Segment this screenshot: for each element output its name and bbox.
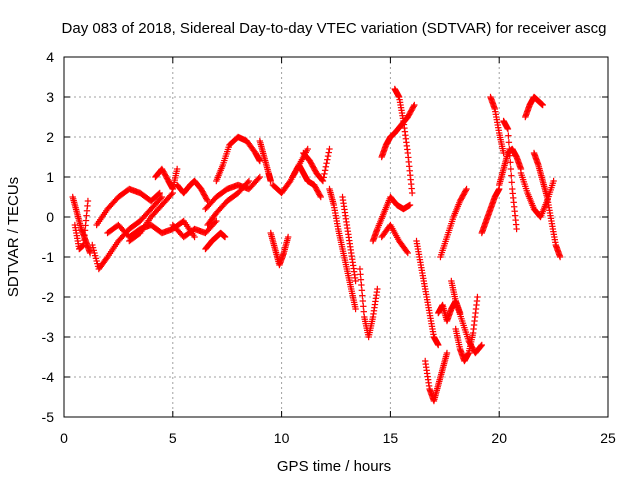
data-point	[506, 145, 513, 153]
y-tick-label: -4	[42, 369, 55, 385]
data-points	[69, 85, 564, 405]
data-point	[504, 125, 512, 133]
data-point	[317, 193, 324, 201]
data-point	[505, 139, 513, 146]
data-point	[474, 293, 481, 301]
data-point	[352, 277, 359, 285]
data-point	[213, 217, 220, 225]
data-point	[550, 177, 557, 185]
data-point	[410, 103, 417, 110]
data-point	[505, 132, 512, 139]
data-point	[411, 101, 418, 109]
data-point	[244, 179, 251, 186]
data-point	[508, 172, 515, 179]
data-point	[352, 305, 359, 313]
data-point	[477, 342, 485, 350]
data-point	[158, 193, 166, 201]
data-point	[403, 248, 411, 255]
y-axis-label: SDTVAR / TECUs	[5, 177, 22, 297]
data-point	[191, 233, 198, 241]
x-tick-label: 0	[60, 430, 68, 446]
y-tick-label: 3	[46, 89, 54, 105]
x-tick-label: 20	[491, 430, 507, 446]
y-tick-label: -1	[42, 249, 55, 265]
y-tick-label: 1	[46, 169, 54, 185]
x-tick-label: 5	[169, 430, 177, 446]
y-tick-label: -5	[42, 409, 55, 425]
data-point	[84, 197, 92, 205]
data-point	[168, 191, 175, 198]
data-point	[221, 233, 229, 241]
data-point	[443, 349, 451, 357]
plot-frame	[63, 56, 609, 418]
chart-title: Day 083 of 2018, Sidereal Day-to-day VTE…	[62, 20, 607, 37]
y-tick-label: 0	[46, 209, 54, 225]
data-point	[513, 225, 520, 233]
x-axis-label: GPS time / hours	[277, 458, 391, 475]
data-point	[323, 160, 330, 167]
data-point	[463, 185, 470, 193]
data-point	[321, 170, 328, 178]
data-point	[556, 253, 564, 261]
ticks-layer	[63, 56, 609, 418]
data-point	[320, 174, 327, 181]
data-point	[321, 167, 329, 174]
data-point	[203, 196, 211, 203]
x-tick-label: 10	[274, 430, 290, 446]
data-point	[507, 159, 514, 166]
x-tick-label: 15	[383, 430, 399, 446]
data-point	[404, 249, 412, 257]
data-point	[245, 177, 253, 185]
data-point	[319, 177, 327, 185]
data-point	[406, 201, 414, 209]
data-point	[155, 190, 162, 198]
x-tick-labels: 0 5 10 15 20 25	[60, 430, 616, 446]
data-point	[478, 341, 485, 349]
data-point	[326, 145, 333, 153]
data-point	[408, 189, 416, 197]
y-tick-label: 4	[46, 49, 54, 65]
y-tick-labels: -5 -4 -3 -2 -1 0 1 2 3 4	[42, 49, 55, 425]
data-point	[325, 149, 332, 156]
y-tick-label: -2	[42, 289, 55, 305]
data-point	[267, 177, 274, 185]
data-point	[324, 156, 331, 163]
data-point	[256, 173, 264, 181]
data-point	[435, 341, 442, 349]
grid-layer	[64, 57, 608, 417]
data-point	[173, 165, 181, 173]
data-point	[304, 145, 311, 153]
data-point	[255, 175, 262, 182]
data-point	[539, 101, 546, 109]
x-tick-label: 25	[600, 430, 616, 446]
y-tick-label: 2	[46, 129, 54, 145]
data-point	[211, 219, 219, 226]
data-point	[156, 189, 163, 197]
data-point	[284, 233, 292, 241]
data-point	[507, 165, 515, 173]
data-point	[506, 152, 514, 159]
y-tick-label: -3	[42, 329, 55, 345]
data-point	[462, 187, 470, 194]
data-point	[322, 163, 330, 170]
data-point	[316, 192, 324, 199]
data-point	[324, 152, 332, 160]
data-point	[508, 179, 515, 186]
data-point	[374, 285, 381, 293]
data-point	[157, 195, 164, 202]
